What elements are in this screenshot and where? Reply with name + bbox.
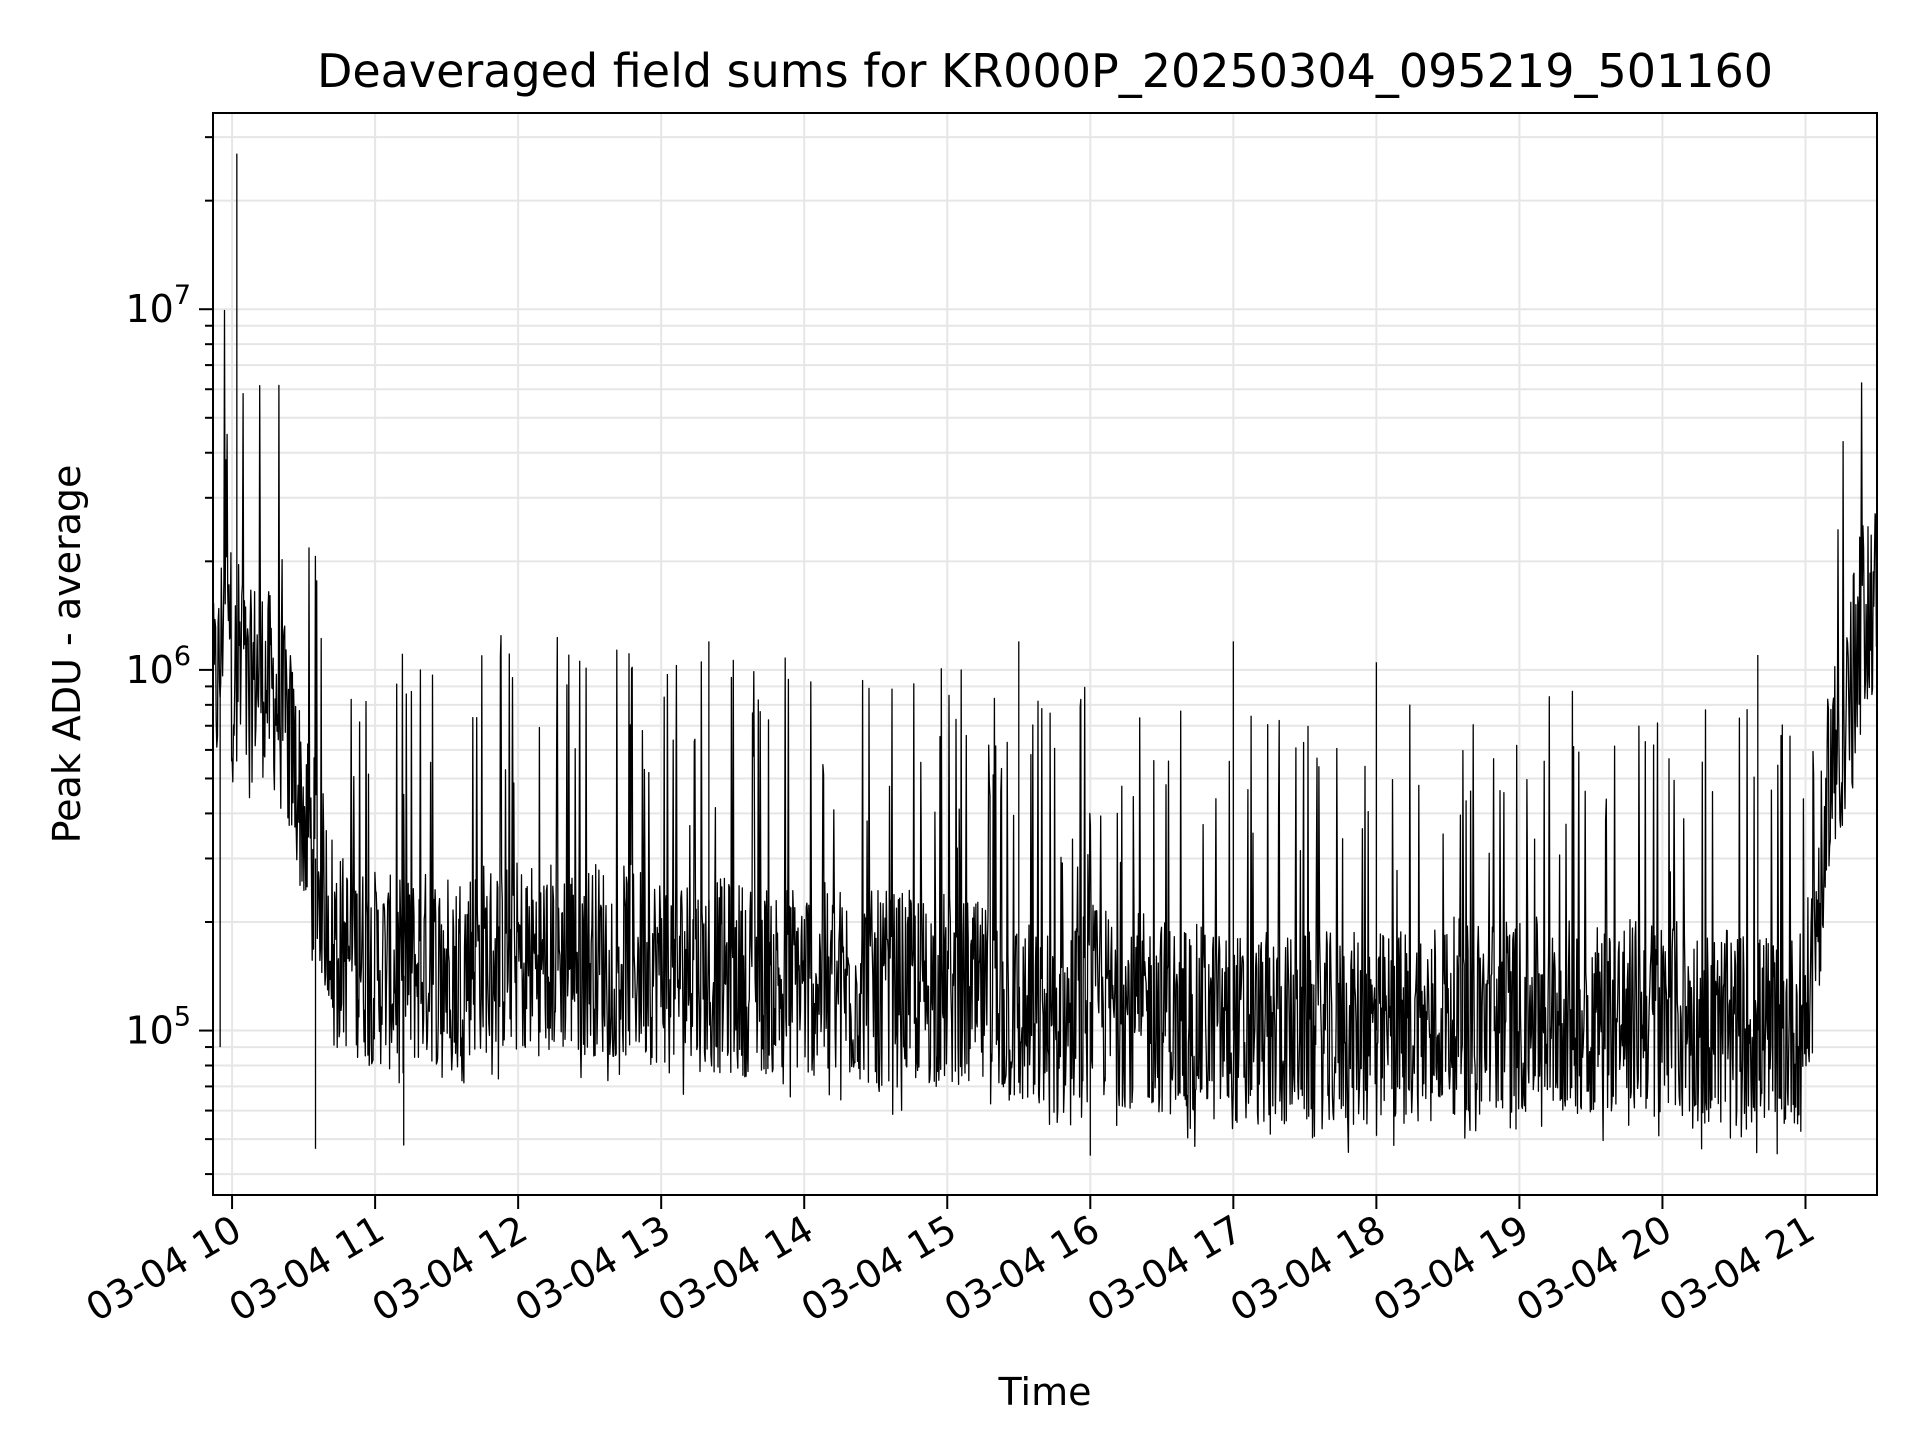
x-tick-label: 03-04 19 bbox=[1366, 1207, 1536, 1331]
x-tick-label: 03-04 10 bbox=[79, 1207, 249, 1331]
x-tick-label: 03-04 11 bbox=[222, 1207, 392, 1331]
grid bbox=[213, 113, 1877, 1195]
x-tick-label: 03-04 15 bbox=[794, 1207, 964, 1331]
x-tick-label: 03-04 14 bbox=[651, 1207, 821, 1331]
y-tick-label: 107 bbox=[125, 280, 191, 331]
series-line bbox=[212, 309, 1878, 1155]
chart-title: Deaveraged field sums for KR000P_2025030… bbox=[317, 44, 1773, 98]
y-tick-label: 106 bbox=[125, 641, 191, 692]
series-layer bbox=[212, 153, 1878, 1156]
x-tick-label: 03-04 13 bbox=[508, 1207, 678, 1331]
y-axis-label: Peak ADU - average bbox=[45, 465, 89, 844]
y-axis: 105 106 107 bbox=[125, 136, 213, 1176]
x-tick-label: 03-04 12 bbox=[365, 1207, 535, 1331]
x-axis-label: Time bbox=[998, 1370, 1092, 1414]
x-tick-label: 03-04 21 bbox=[1652, 1207, 1822, 1331]
x-tick-label: 03-04 17 bbox=[1080, 1207, 1250, 1331]
y-tick-label: 105 bbox=[125, 1002, 191, 1053]
x-tick-label: 03-04 18 bbox=[1223, 1207, 1393, 1331]
x-tick-label: 03-04 16 bbox=[937, 1207, 1107, 1331]
plot-frame bbox=[212, 112, 1878, 1196]
x-tick-label: 03-04 20 bbox=[1509, 1207, 1679, 1331]
